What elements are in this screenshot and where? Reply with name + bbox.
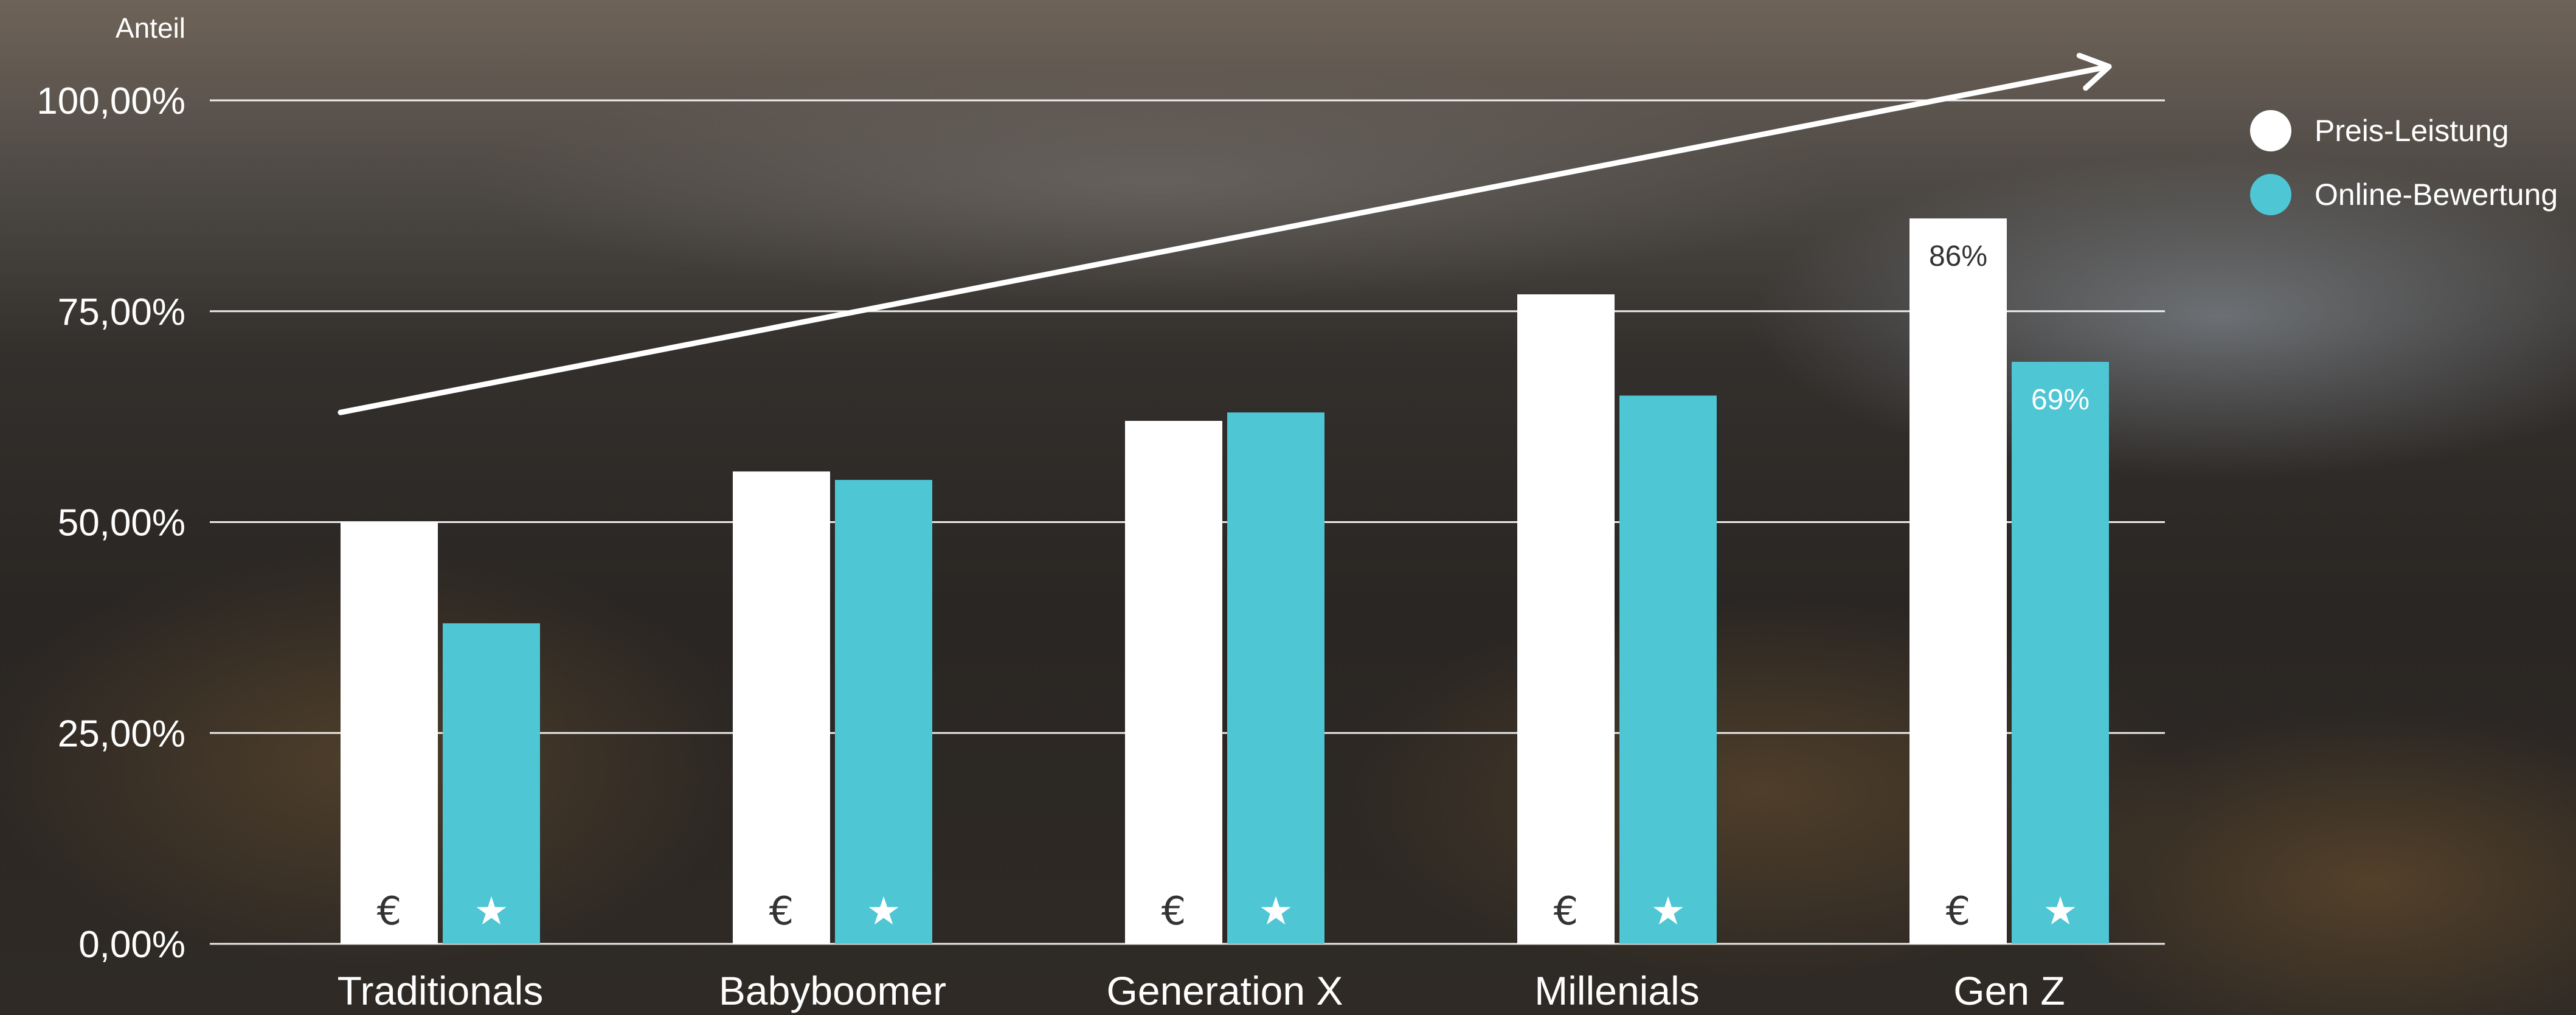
- y-tick-label: 25,00%: [58, 713, 185, 755]
- bar-online-bewertung: [443, 623, 540, 944]
- legend-label-online-bewertung: Online-Bewertung: [2315, 177, 2558, 212]
- euro-icon: €: [377, 889, 402, 934]
- star-icon: ★: [866, 889, 901, 934]
- data-label: 86%: [1929, 240, 1987, 272]
- star-icon: ★: [1650, 889, 1685, 934]
- bar-preis-leistung: [733, 471, 830, 944]
- y-axis-label: Anteil: [116, 12, 185, 44]
- legend-swatch-preis-leistung: [2250, 109, 2291, 151]
- legend-swatch-online-bewertung: [2250, 173, 2291, 215]
- bar-preis-leistung: [341, 522, 438, 944]
- legend: Preis-Leistung Online-Bewertung: [2250, 99, 2558, 226]
- bar-preis-leistung: [1909, 218, 2007, 944]
- arrow-head-icon: [2076, 52, 2112, 91]
- x-tick-label: Traditionals: [338, 968, 544, 1013]
- bar-online-bewertung: [2012, 361, 2109, 944]
- x-tick-label: Gen Z: [1953, 968, 2065, 1013]
- euro-icon: €: [1554, 889, 1579, 934]
- bar-preis-leistung: [1125, 421, 1222, 944]
- data-label: 69%: [2031, 384, 2090, 416]
- euro-icon: €: [1946, 889, 1971, 934]
- star-icon: ★: [474, 889, 508, 934]
- x-tick-label: Generation X: [1107, 968, 1343, 1013]
- trend-arrow: [338, 52, 2112, 415]
- legend-item-preis-leistung: Preis-Leistung: [2250, 99, 2558, 162]
- star-icon: ★: [1258, 889, 1293, 934]
- y-tick-label: 50,00%: [58, 502, 185, 544]
- bars: € € € € € ★ ★ ★ ★ ★ 86% 69%: [341, 218, 2109, 944]
- y-tick-label: 100,00%: [36, 80, 185, 122]
- star-icon: ★: [2043, 889, 2077, 934]
- trend-arrow-line: [338, 64, 2112, 415]
- bar-preis-leistung: [1517, 294, 1615, 944]
- x-tick-label: Millenials: [1534, 968, 1699, 1013]
- x-tick-label: Babyboomer: [719, 968, 946, 1013]
- y-tick-labels: 0,00% 25,00% 50,00% 75,00% 100,00%: [36, 80, 185, 966]
- legend-item-online-bewertung: Online-Bewertung: [2250, 162, 2558, 226]
- bar-online-bewertung: [835, 480, 932, 944]
- y-tick-label: 75,00%: [58, 291, 185, 333]
- bar-online-bewertung: [1227, 412, 1324, 944]
- euro-icon: €: [1162, 889, 1186, 934]
- bar-online-bewertung: [1619, 395, 1717, 944]
- euro-icon: €: [769, 889, 794, 934]
- y-tick-label: 0,00%: [78, 924, 185, 966]
- legend-label-preis-leistung: Preis-Leistung: [2315, 113, 2509, 148]
- x-tick-labels: Traditionals Babyboomer Generation X Millen…: [338, 968, 2065, 1013]
